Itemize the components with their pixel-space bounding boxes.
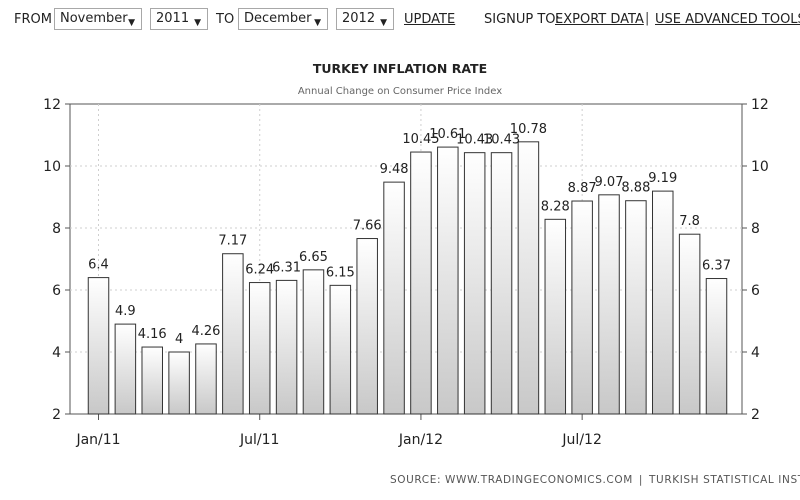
bar xyxy=(87,277,110,415)
data-label: 10.43 xyxy=(483,133,520,148)
y-tick-label-left: 10 xyxy=(43,159,61,175)
y-tick-label-left: 8 xyxy=(52,221,61,237)
y-tick-label-left: 2 xyxy=(52,407,61,423)
bar xyxy=(678,233,701,415)
y-tick-label-right: 4 xyxy=(751,345,760,361)
bar xyxy=(383,181,405,415)
from-month-select[interactable]: November ▼ xyxy=(54,8,142,30)
toolbar-separator: | xyxy=(645,11,650,26)
source-label: SOURCE: xyxy=(390,474,442,486)
data-label: 6.4 xyxy=(88,258,109,273)
to-month-select[interactable]: December ▼ xyxy=(238,8,328,30)
from-label: FROM xyxy=(14,12,52,27)
y-tick-label-left: 6 xyxy=(52,283,61,299)
data-label: 6.24 xyxy=(245,263,274,278)
bar xyxy=(222,253,244,415)
data-label: 6.65 xyxy=(299,250,328,265)
chevron-down-icon: ▼ xyxy=(194,18,201,28)
x-tick-label: Jan/12 xyxy=(398,432,443,448)
data-label: 8.28 xyxy=(541,199,570,214)
from-year-value: 2011 xyxy=(156,11,190,26)
y-tick-label-right: 6 xyxy=(751,283,760,299)
source-site-link[interactable]: WWW.TRADINGECONOMICS.COM xyxy=(445,474,633,486)
data-label: 10.61 xyxy=(429,127,466,142)
bar xyxy=(652,190,674,415)
to-month-value: December xyxy=(244,11,312,26)
x-tick-label: Jan/11 xyxy=(75,432,120,448)
export-data-link[interactable]: EXPORT DATA xyxy=(555,12,644,27)
plot-area: 2 2 4 4 6 6 8 8 10 10 12 12 Jan/11 Jul/11 Jan/12 Jul/12… xyxy=(43,97,769,448)
bar xyxy=(275,279,298,415)
to-year-value: 2012 xyxy=(342,11,376,26)
y-tick-label-right: 8 xyxy=(751,221,760,237)
chevron-down-icon: ▼ xyxy=(380,18,387,28)
data-label: 10.78 xyxy=(510,122,547,137)
y-tick-label-left: 12 xyxy=(43,97,61,113)
bar xyxy=(168,351,190,415)
x-tick-label: Jul/12 xyxy=(561,432,601,448)
bar xyxy=(437,146,459,415)
signup-label: SIGNUP TO: xyxy=(484,12,560,27)
bar xyxy=(517,141,540,415)
data-label: 10.43 xyxy=(456,133,493,148)
bar xyxy=(329,284,352,415)
bar xyxy=(248,282,271,415)
bar xyxy=(598,194,620,415)
data-label: 7.66 xyxy=(353,219,382,234)
data-label: 9.07 xyxy=(595,175,624,190)
bar xyxy=(705,278,728,415)
from-month-value: November xyxy=(60,11,128,26)
y-tick-label-right: 10 xyxy=(751,159,769,175)
bar xyxy=(463,152,486,415)
bar xyxy=(410,151,432,415)
data-label: 4.16 xyxy=(138,327,167,342)
chart-title: TURKEY INFLATION RATE xyxy=(313,61,487,76)
bar xyxy=(356,238,378,415)
chart-subtitle: Annual Change on Consumer Price Index xyxy=(298,86,502,97)
y-tick-label-right: 12 xyxy=(751,97,769,113)
bar xyxy=(114,323,137,415)
data-label: 4.26 xyxy=(192,324,221,339)
y-tick-label-left: 4 xyxy=(52,345,61,361)
source-separator: | xyxy=(638,474,644,486)
x-tick-label: Jul/11 xyxy=(239,432,279,448)
source-institute: TURKISH STATISTICAL INSTITUTE xyxy=(649,474,800,486)
bar xyxy=(195,343,217,415)
data-label: 4.9 xyxy=(115,304,136,319)
data-label: 9.19 xyxy=(648,171,677,186)
to-label: TO xyxy=(216,12,235,27)
bar xyxy=(571,200,593,415)
data-label: 7.17 xyxy=(218,234,247,249)
source-footer: SOURCE: WWW.TRADINGECONOMICS.COM | TURKISH… xyxy=(390,474,800,486)
data-label: 9.48 xyxy=(380,162,409,177)
toolbar: FROM November ▼ 2011 ▼ TO December ▼ 201… xyxy=(0,0,800,40)
data-label: 8.87 xyxy=(568,181,597,196)
bar xyxy=(490,152,513,415)
data-label: 8.88 xyxy=(621,181,650,196)
advanced-tools-link[interactable]: USE ADVANCED TOOLS xyxy=(655,12,800,27)
bar xyxy=(625,200,647,415)
data-label: 4 xyxy=(175,332,183,347)
to-year-select[interactable]: 2012 ▼ xyxy=(336,8,394,30)
update-button[interactable]: UPDATE xyxy=(404,12,456,27)
data-label: 10.45 xyxy=(402,132,439,147)
chevron-down-icon: ▼ xyxy=(128,18,135,28)
bar xyxy=(141,346,163,415)
chevron-down-icon: ▼ xyxy=(314,18,321,28)
data-label: 6.15 xyxy=(326,265,355,280)
from-year-select[interactable]: 2011 ▼ xyxy=(150,8,208,30)
bar xyxy=(302,269,325,415)
data-label: 6.37 xyxy=(702,259,731,274)
y-tick-label-right: 2 xyxy=(751,407,760,423)
bar xyxy=(544,218,567,415)
data-label: 7.8 xyxy=(679,214,700,229)
data-label: 6.31 xyxy=(272,260,301,275)
